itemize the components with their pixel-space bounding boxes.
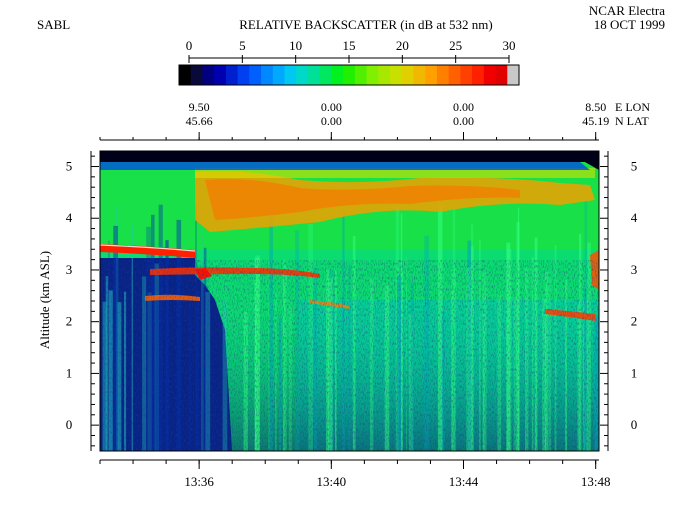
y-right-tick-label: 2 xyxy=(631,314,638,329)
y-left-tick-label: 1 xyxy=(66,365,73,380)
colorbar-swatch xyxy=(202,65,215,85)
heatmap-top-edge xyxy=(100,162,590,170)
colorbar-swatch xyxy=(190,65,204,85)
y-right-tick-label: 1 xyxy=(631,365,638,380)
colorbar-swatch xyxy=(249,65,262,85)
x-axis: 13:36 13:40 13:44 13:48 xyxy=(99,459,611,489)
y-left-tick-label: 0 xyxy=(66,417,73,432)
colorbar-swatch xyxy=(472,65,485,85)
y-axis-left: 0 1 2 3 4 5 xyxy=(66,151,99,451)
colorbar-swatch xyxy=(378,65,391,85)
colorbar-swatch xyxy=(436,65,450,85)
colorbar-tick-label: 15 xyxy=(343,38,356,53)
y-axis-right: 0 1 2 3 4 5 xyxy=(600,151,638,451)
heatmap-cloud-layer-1 xyxy=(100,244,196,258)
position-lat-value: 45.19 xyxy=(582,114,609,128)
colorbar-swatch xyxy=(237,65,250,85)
position-lon-value: 9.50 xyxy=(189,100,210,114)
colorbar-swatch xyxy=(401,65,415,85)
figure-title: RELATIVE BACKSCATTER (in dB at 532 nm) xyxy=(239,17,493,32)
y-left-tick-label: 2 xyxy=(66,314,73,329)
colorbar-swatch xyxy=(284,65,297,85)
colorbar-tick-label: 20 xyxy=(396,38,409,53)
position-lat-value: 0.00 xyxy=(321,114,342,128)
y-right-tick-label: 3 xyxy=(631,262,638,277)
colorbar-swatch xyxy=(179,65,192,85)
plot-frame xyxy=(99,150,600,452)
position-lon-value: 0.00 xyxy=(321,100,342,114)
heatmap-top-band xyxy=(100,151,599,170)
colorbar-swatch xyxy=(319,65,333,85)
y-left-tick-label: 5 xyxy=(66,159,73,174)
heatmap-upper-top xyxy=(195,168,595,178)
colorbar-swatch xyxy=(331,65,344,85)
colorbar-swatch xyxy=(460,65,473,85)
colorbar-swatch xyxy=(448,65,461,85)
x-tick-label: 13:48 xyxy=(581,474,611,489)
y-right-tick-label: 0 xyxy=(631,417,638,432)
heatmap-upper-core xyxy=(205,179,520,220)
colorbar-swatch xyxy=(390,65,403,85)
colorbar-swatch xyxy=(354,65,368,85)
colorbar-swatch xyxy=(214,65,227,85)
colorbar-swatch xyxy=(366,65,379,85)
colorbar-swatch xyxy=(307,65,321,85)
lat-label: N LAT xyxy=(615,114,649,128)
colorbar-swatch xyxy=(483,65,497,85)
position-lat-value: 0.00 xyxy=(453,114,474,128)
y-right-tick-label: 5 xyxy=(631,159,638,174)
colorbar-swatch xyxy=(261,65,274,85)
colorbar-tick-label: 10 xyxy=(289,38,302,53)
colorbar-frame xyxy=(178,64,520,86)
position-lon-value: 8.50 xyxy=(585,100,606,114)
colorbar-swatch xyxy=(413,65,426,85)
y-left-tick-label: 3 xyxy=(66,262,73,277)
colorbar-swatch xyxy=(296,65,309,85)
x-tick-label: 13:44 xyxy=(449,474,479,489)
colorbar-tick-label: 25 xyxy=(449,38,462,53)
x-tick-label: 13:36 xyxy=(184,474,214,489)
position-lat-value: 45.66 xyxy=(186,114,213,128)
lon-label: E LON xyxy=(615,100,650,114)
backscatter-heatmap xyxy=(100,151,599,451)
colorbar xyxy=(178,64,520,86)
heatmap-cloud-layer-1-top xyxy=(100,244,196,252)
y-right-tick-label: 4 xyxy=(631,210,638,225)
colorbar-swatch xyxy=(343,65,356,85)
colorbar-tick-label: 30 xyxy=(503,38,516,53)
colorbar-swatch xyxy=(495,65,508,85)
heatmap-noise xyxy=(100,260,599,451)
colorbar-tick-label: 0 xyxy=(186,38,193,53)
sabl-label: SABL xyxy=(37,17,70,32)
x-tick-label: 13:40 xyxy=(317,474,347,489)
platform-label: NCAR Electra xyxy=(589,3,665,18)
y-left-tick-label: 4 xyxy=(66,210,73,225)
colorbar-swatch xyxy=(425,65,438,85)
colorbar-swatch xyxy=(507,65,520,85)
colorbar-tick-label: 5 xyxy=(239,38,246,53)
date-label: 18 OCT 1999 xyxy=(594,17,665,32)
position-lon-value: 0.00 xyxy=(453,100,474,114)
colorbar-ticks: 0 5 10 15 20 25 30 xyxy=(186,38,516,63)
colorbar-swatch xyxy=(272,65,286,85)
colorbar-swatch xyxy=(225,65,239,85)
y-axis-label: Altitude (km ASL) xyxy=(37,251,52,349)
